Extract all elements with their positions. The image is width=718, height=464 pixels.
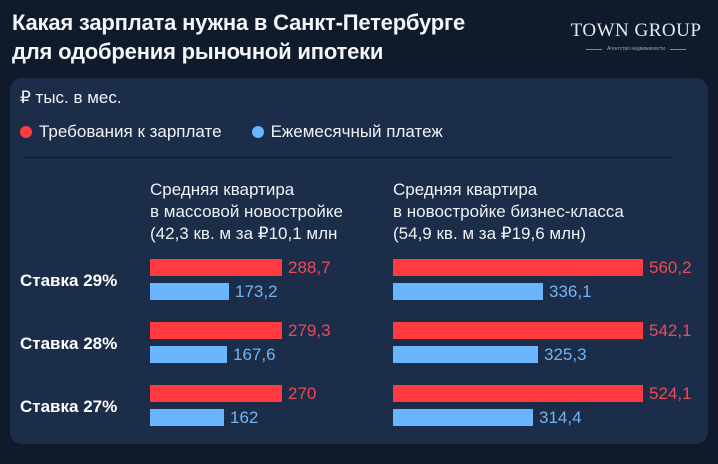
value-label: 524,1: [649, 384, 692, 403]
salary-bar: [393, 259, 643, 276]
payment-bar: [150, 346, 227, 363]
header-line: Средняя квартира: [150, 180, 295, 199]
value-label: 288,7: [288, 258, 331, 277]
brand-subtitle: Агентство недвижимости: [558, 46, 714, 52]
value-label: 162: [230, 408, 259, 427]
value-label: 314,4: [539, 408, 582, 427]
payment-bar: [150, 283, 229, 300]
value-label: 560,2: [649, 258, 692, 277]
payment-bar: [393, 346, 538, 363]
divider-line: [670, 48, 687, 50]
value-label: 173,2: [235, 282, 278, 301]
header-line: в массовой новостройке: [150, 202, 343, 221]
brand-name: TOWN GROUP: [570, 20, 702, 41]
blue-dot-icon: [251, 126, 264, 138]
brand-logo: TOWN GROUP Агентство недвижимости: [558, 20, 714, 52]
legend-label: Требования к зарплате: [39, 122, 222, 141]
value-label: 279,3: [288, 321, 331, 340]
value-label: 336,1: [549, 282, 592, 301]
payment-bar: [393, 409, 533, 426]
value-label: 270: [288, 384, 317, 403]
group-header-mass: Средняя квартира в массовой новостройке …: [150, 179, 343, 245]
divider-line: [585, 48, 602, 50]
divider: [24, 157, 674, 158]
value-label: 167,6: [233, 345, 276, 364]
title-line-2: для одобрения рыночной ипотеки: [12, 39, 384, 64]
header-line: в новостройке бизнес-класса: [393, 202, 624, 221]
header-line: (54,9 кв. м за ₽19,6 млн): [393, 224, 587, 243]
header-line: Средняя квартира: [393, 180, 538, 199]
row-label: Ставка 28%: [20, 334, 118, 353]
payment-bar: [150, 409, 224, 426]
legend-item-payment: Ежемесячный платеж: [251, 122, 443, 142]
brand-tagline: Агентство недвижимости: [606, 46, 666, 52]
salary-bar: [393, 385, 643, 402]
chart-title: Какая зарплата нужна в Санкт-Петербурге …: [12, 8, 465, 66]
row-label: Ставка 27%: [20, 397, 118, 416]
chart-card: ₽ тыс. в мес. Требования к зарплате Ежем…: [10, 78, 708, 444]
salary-bar: [393, 322, 643, 339]
row-label: Ставка 29%: [20, 271, 118, 290]
group-header-business: Средняя квартира в новостройке бизнес-кл…: [393, 179, 624, 245]
salary-bar: [150, 322, 282, 339]
payment-bar: [393, 283, 543, 300]
header-line: (42,3 кв. м за ₽10,1 млн: [150, 224, 338, 243]
legend-label: Ежемесячный платеж: [270, 122, 443, 141]
value-label: 542,1: [649, 321, 692, 340]
salary-bar: [150, 385, 282, 402]
salary-bar: [150, 259, 282, 276]
legend: Требования к зарплате Ежемесячный платеж: [20, 122, 443, 142]
value-label: 325,3: [544, 345, 587, 364]
unit-label: ₽ тыс. в мес.: [20, 88, 122, 107]
title-line-1: Какая зарплата нужна в Санкт-Петербурге: [12, 10, 466, 35]
legend-item-salary: Требования к зарплате: [20, 122, 222, 142]
red-dot-icon: [20, 126, 32, 138]
